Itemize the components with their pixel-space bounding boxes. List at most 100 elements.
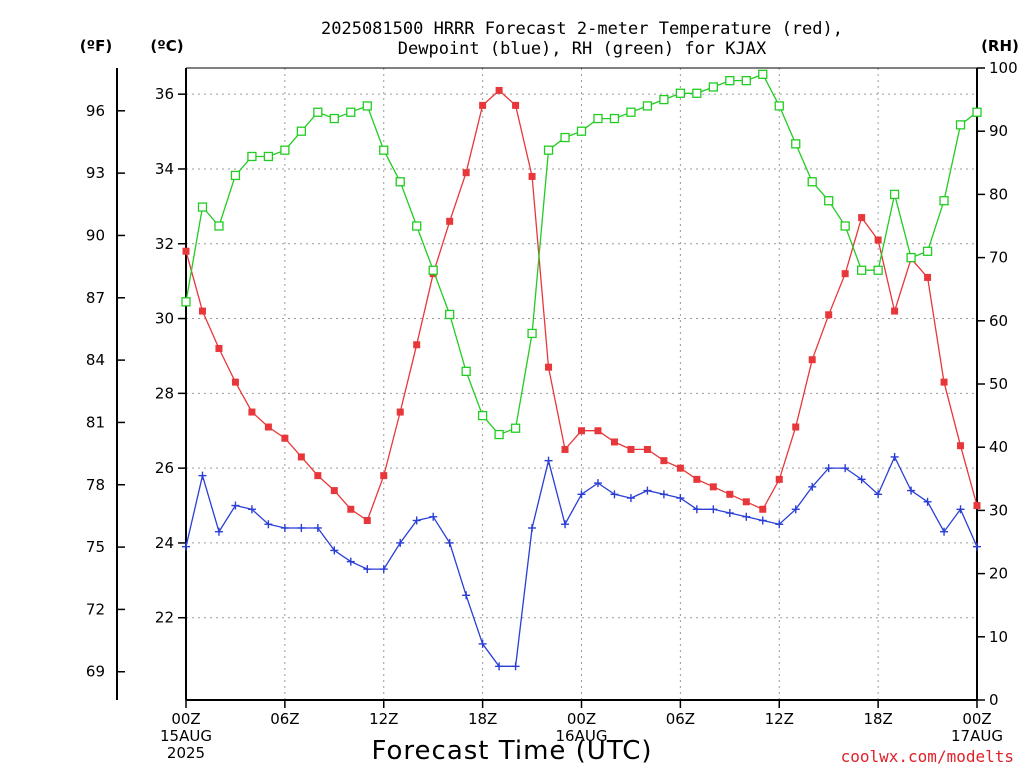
rh-point xyxy=(725,75,735,86)
temperature-point xyxy=(660,457,668,465)
rh-point xyxy=(626,107,636,117)
rh-point xyxy=(477,410,488,421)
temperature-point xyxy=(479,101,487,109)
rh-point xyxy=(675,88,686,98)
temperature-point xyxy=(182,247,190,255)
fahrenheit-tick-label: 87 xyxy=(86,289,105,307)
celsius-tick-label: 28 xyxy=(155,384,174,402)
rh-point xyxy=(247,151,257,162)
rh-point xyxy=(230,170,241,181)
chart-title-line2: Dewpoint (blue), RH (green) for KJAX xyxy=(398,39,767,59)
rh-point xyxy=(840,221,850,231)
rh-point xyxy=(576,126,587,136)
temperature-point xyxy=(808,356,816,364)
dewpoint-point xyxy=(907,486,916,495)
temperature-point xyxy=(446,217,454,225)
temperature-point xyxy=(330,487,338,495)
rh-point xyxy=(263,151,274,162)
rh-point xyxy=(708,82,718,92)
temperature-point xyxy=(561,445,569,453)
dewpoint-point xyxy=(775,520,784,529)
dewpoint-point xyxy=(445,538,454,547)
dewpoint-point xyxy=(396,538,405,547)
rh-point xyxy=(791,139,801,149)
temperature-point xyxy=(396,408,404,416)
temperature-point xyxy=(297,453,305,461)
x-tick-label: 12Z xyxy=(369,710,398,728)
dewpoint-point xyxy=(956,505,965,514)
x-tick-label: 16AUG xyxy=(556,727,608,745)
temperature-point xyxy=(693,475,701,483)
temperature-point xyxy=(957,442,965,450)
dewpoint-point xyxy=(495,662,504,671)
temperature-point xyxy=(215,344,223,352)
fahrenheit-tick-label: 96 xyxy=(86,102,105,120)
celsius-tick-label: 30 xyxy=(155,310,174,328)
temperature-point xyxy=(924,273,932,281)
rh-point xyxy=(922,246,933,256)
dewpoint-point xyxy=(412,516,421,525)
rh-tick-label: 50 xyxy=(989,375,1008,393)
dewpoint-point xyxy=(182,542,190,551)
dewpoint-point xyxy=(528,523,537,532)
dewpoint-point xyxy=(808,482,817,491)
dewpoint-point xyxy=(511,662,520,671)
dewpoint-point xyxy=(659,490,668,499)
x-tick-label: 2025 xyxy=(167,744,205,762)
dewpoint-point xyxy=(742,512,751,521)
dewpoint-point xyxy=(709,505,718,514)
temperature-point xyxy=(512,101,520,109)
dewpoint-point xyxy=(577,490,586,499)
rh-tick-label: 40 xyxy=(989,438,1008,456)
dewpoint-point xyxy=(692,505,701,514)
rh-point xyxy=(181,297,191,307)
rh-point xyxy=(379,145,389,155)
rh-tick-label: 70 xyxy=(989,249,1008,267)
dewpoint-point xyxy=(280,523,289,532)
temperature-point xyxy=(528,172,536,180)
dewpoint-point xyxy=(330,546,339,555)
temperature-point xyxy=(874,236,882,244)
dewpoint-point xyxy=(478,639,487,648)
rh-point xyxy=(362,101,372,111)
x-tick-label: 00Z xyxy=(962,710,991,728)
fahrenheit-tick-label: 69 xyxy=(86,663,105,681)
rh-tick-label: 30 xyxy=(989,501,1008,519)
temperature-point xyxy=(495,86,503,94)
rh-point xyxy=(955,120,966,130)
rh-tick-label: 100 xyxy=(989,59,1018,77)
rh-tick-label: 20 xyxy=(989,565,1008,583)
x-tick-label: 18Z xyxy=(863,710,892,728)
rh-point xyxy=(329,113,339,124)
temperature-point xyxy=(891,307,899,315)
dewpoint-point xyxy=(198,471,207,480)
dewpoint-point xyxy=(247,505,256,514)
temperature-point xyxy=(709,483,717,491)
celsius-tick-label: 32 xyxy=(155,235,174,253)
axes: 69 72 75 78 81 84 87 90 93 96 22 24 26 28 30 32 34 36 0 10 2… xyxy=(86,59,1018,762)
rh-tick-label: 0 xyxy=(989,691,999,709)
temperature-point xyxy=(198,307,206,315)
x-tick-label: 12Z xyxy=(765,710,794,728)
temperature-point xyxy=(940,378,948,386)
rh-tick-label: 90 xyxy=(989,122,1008,140)
temperature-point xyxy=(973,502,981,510)
dewpoint-point xyxy=(462,591,471,600)
rh-point xyxy=(197,202,208,212)
x-axis-title: Forecast Time (UTC) xyxy=(371,736,652,766)
grid-lines xyxy=(185,68,978,700)
rh-point xyxy=(659,94,669,105)
temperature-point xyxy=(231,378,239,386)
dewpoint-point xyxy=(264,520,273,529)
fahrenheit-tick-label: 72 xyxy=(86,600,105,618)
temperature-point xyxy=(363,516,371,524)
celsius-tick-label: 34 xyxy=(155,160,174,178)
rh-point xyxy=(692,88,702,98)
rh-point xyxy=(494,429,504,440)
temperature-point xyxy=(578,427,585,435)
dewpoint-point xyxy=(841,464,850,473)
rh-point xyxy=(856,265,867,275)
temperature-point xyxy=(314,472,322,480)
temperature-point xyxy=(264,423,272,431)
